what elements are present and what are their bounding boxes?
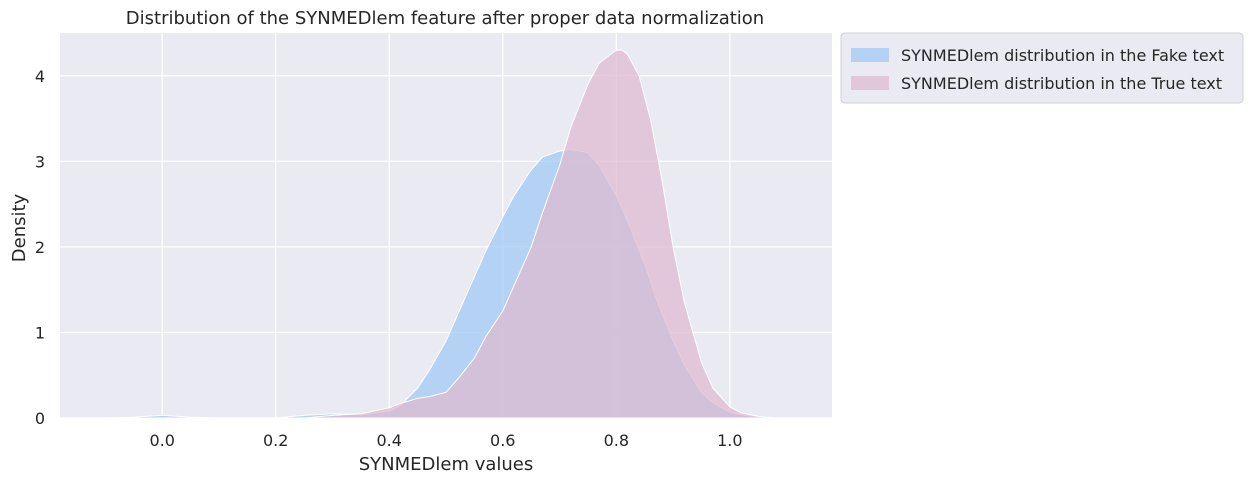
- legend-label: SYNMEDlem distribution in the Fake text: [901, 46, 1224, 65]
- legend-box: [840, 32, 1244, 104]
- x-axis-label: SYNMEDlem values: [359, 454, 534, 475]
- y-axis-label: Density: [9, 193, 30, 262]
- x-tick-label: 0.2: [263, 431, 288, 450]
- density-area-true: [304, 49, 787, 419]
- density-areas: [105, 49, 787, 419]
- legend: SYNMEDlem distribution in the Fake text S…: [840, 32, 1244, 104]
- x-tick-label: 0.6: [490, 431, 515, 450]
- x-tick-label: 0.4: [377, 431, 402, 450]
- legend-swatch: [851, 48, 889, 62]
- x-tick-label: 0.8: [604, 431, 629, 450]
- chart-title: Distribution of the SYNMEDlem feature af…: [126, 8, 764, 29]
- legend-label: SYNMEDlem distribution in the True text: [901, 74, 1222, 93]
- y-tick-label: 3: [35, 152, 45, 171]
- x-tick-label: 1.0: [717, 431, 742, 450]
- y-axis-ticks: 0 1 2 3 4: [35, 67, 45, 428]
- y-tick-label: 4: [35, 67, 45, 86]
- y-tick-label: 0: [35, 409, 45, 428]
- x-axis-ticks: 0.0 0.2 0.4 0.6 0.8 1.0: [149, 431, 742, 450]
- x-tick-label: 0.0: [149, 431, 174, 450]
- y-tick-label: 2: [35, 238, 45, 257]
- y-tick-label: 1: [35, 323, 45, 342]
- legend-swatch: [851, 76, 889, 90]
